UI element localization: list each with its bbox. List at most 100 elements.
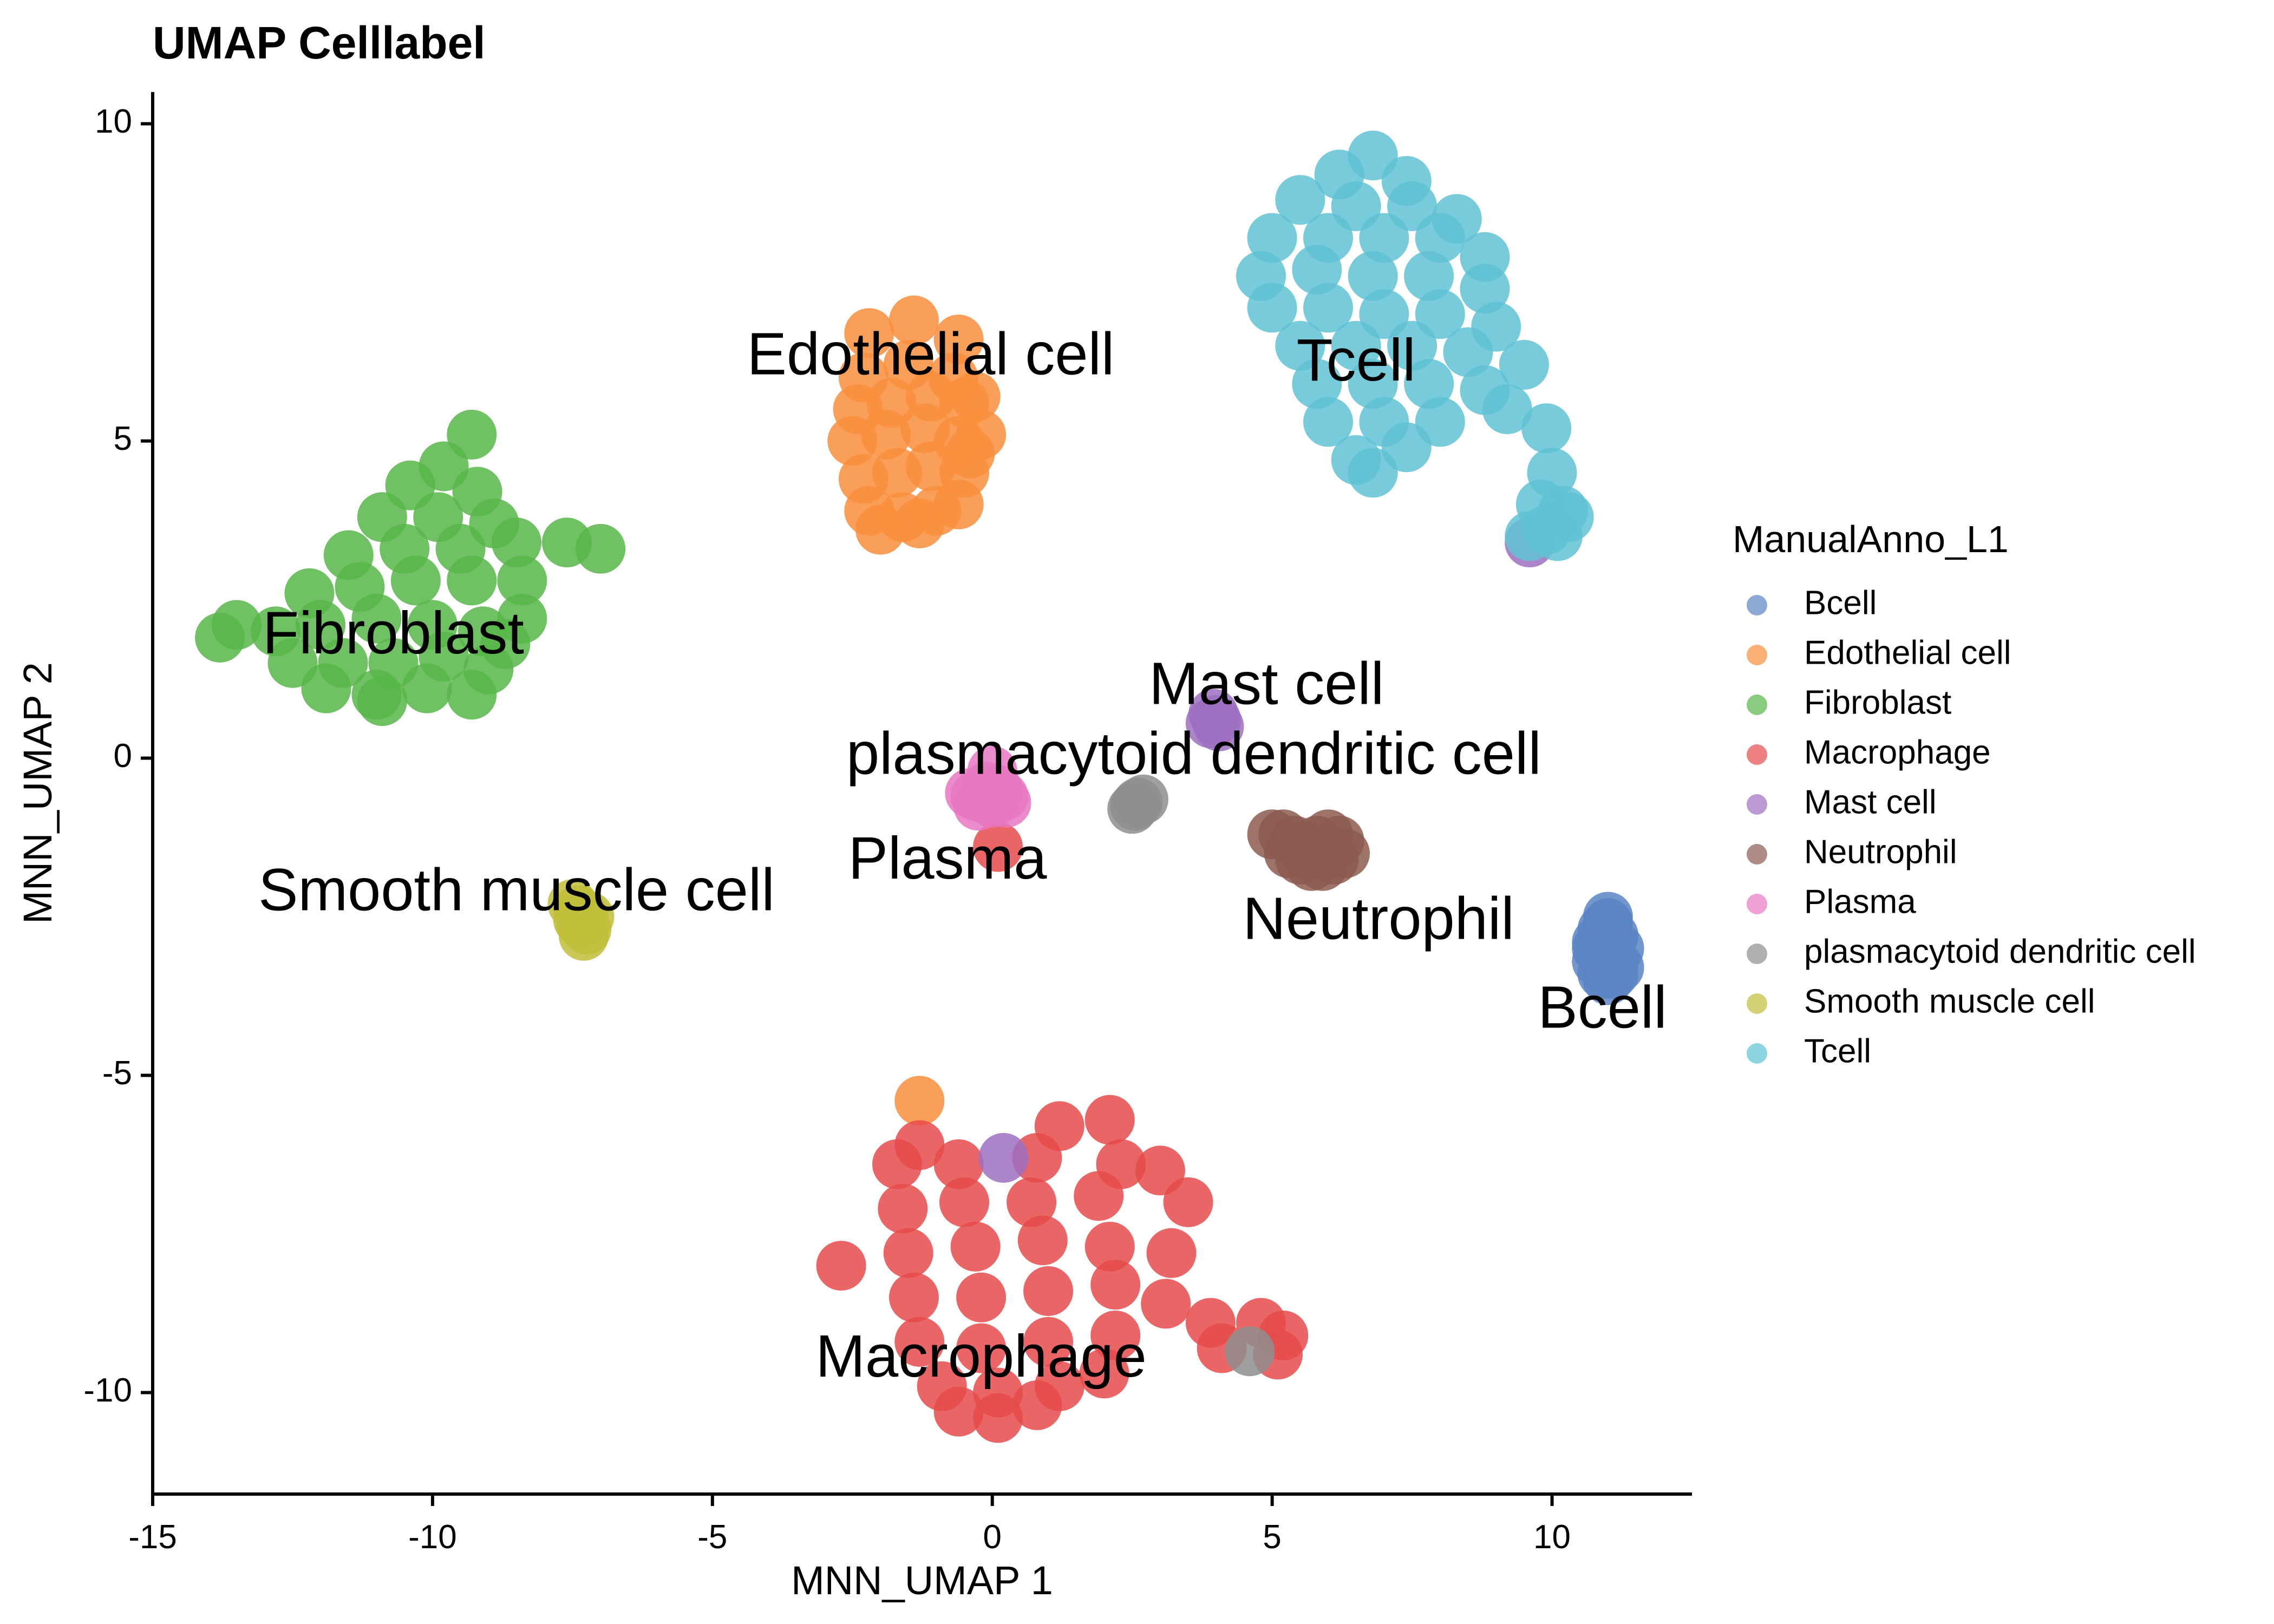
point-tcell <box>1348 251 1398 301</box>
point-macrophage <box>1084 1221 1135 1272</box>
point-fibroblast <box>492 518 541 568</box>
x-axis-title: MNN_UMAP 1 <box>791 1558 1053 1603</box>
series-fibroblast <box>195 409 626 726</box>
x-tick-label: -5 <box>697 1518 727 1556</box>
legend-label: Bcell <box>1804 584 1877 621</box>
legend-swatch <box>1747 645 1767 665</box>
point-smooth-muscle-cell <box>559 911 609 961</box>
point-macrophage <box>878 1183 928 1234</box>
point-tcell <box>1247 283 1297 333</box>
point-tcell <box>1275 175 1325 225</box>
legend-label: Macrophage <box>1804 734 1991 771</box>
point-tcell <box>1521 403 1572 454</box>
legend-swatch <box>1747 595 1767 615</box>
point-tcell <box>1415 213 1465 263</box>
legend: ManualAnno_L1 Bcell Edothelial cell Fibrob… <box>1733 518 2196 1070</box>
point-tcell <box>1499 339 1549 390</box>
point-tcell <box>1404 359 1454 409</box>
legend-swatch <box>1747 944 1767 964</box>
legend-item-plasma: Plasma <box>1747 883 1916 920</box>
point-macrophage <box>956 1272 1007 1322</box>
point-tcell <box>1387 320 1437 371</box>
point-tcell <box>1303 397 1353 447</box>
point-macrophage <box>889 1272 939 1322</box>
legend-label: plasmacytoid dendritic cell <box>1804 933 2196 970</box>
series-edothelial-cell <box>827 295 1007 1126</box>
point-macrophage <box>973 1393 1023 1443</box>
legend-swatch <box>1747 894 1767 914</box>
point-macrophage <box>894 1317 945 1367</box>
point-edothelial-cell <box>889 295 939 345</box>
point-edothelial-cell <box>933 479 984 529</box>
point-edothelial-cell <box>894 498 945 548</box>
chart-title: UMAP Celllabel <box>153 17 486 68</box>
y-tick-label: 5 <box>114 420 132 457</box>
point-macrophage <box>1074 1171 1124 1221</box>
point-mast-cell <box>978 1132 1029 1183</box>
legend-swatch <box>1747 794 1767 815</box>
point-tcell <box>1404 251 1454 301</box>
cluster-label-mast-cell: Mast cell <box>1149 651 1384 717</box>
legend-label: Fibroblast <box>1804 684 1951 721</box>
point-neutrophil <box>1280 828 1331 879</box>
legend-title: ManualAnno_L1 <box>1733 518 2009 560</box>
point-macrophage <box>894 1120 945 1170</box>
legend-swatch <box>1747 844 1767 865</box>
legend-item-macrophage: Macrophage <box>1747 734 1991 771</box>
point-macrophage <box>1017 1215 1068 1266</box>
point-macrophage <box>1146 1228 1197 1278</box>
point-macrophage <box>1090 1311 1141 1360</box>
point-macrophage <box>1012 1380 1062 1430</box>
point-tcell <box>1460 264 1510 314</box>
y-axis-ticks: -10 -5 0 5 10 <box>83 103 153 1409</box>
point-macrophage <box>1141 1279 1191 1329</box>
legend-item-tcell: Tcell <box>1747 1032 1871 1070</box>
legend-item-neutrophil: Neutrophil <box>1747 833 1957 870</box>
point-tcell <box>1482 384 1532 434</box>
series-smooth-muscle-cell <box>547 879 615 961</box>
point-macrophage <box>939 1177 989 1227</box>
plot-marks <box>195 130 1644 1443</box>
point-edothelial-cell <box>950 371 1001 422</box>
point-tcell <box>1443 327 1493 377</box>
cluster-label-plasmacytoid-dendritic-cell: plasmacytoid dendritic cell <box>846 721 1541 787</box>
legend-item-fibroblast: Fibroblast <box>1747 684 1951 721</box>
point-edothelial-cell <box>933 315 984 365</box>
point-macrophage <box>933 1386 984 1437</box>
legend-label: Mast cell <box>1804 783 1937 821</box>
series-plasma <box>945 746 1031 831</box>
legend-swatch <box>1747 993 1767 1014</box>
point-fibroblast <box>301 663 351 713</box>
x-tick-label: 0 <box>983 1518 1001 1556</box>
point-fibroblast <box>576 523 626 574</box>
point-macrophage <box>883 1228 933 1278</box>
point-fibroblast <box>497 593 547 644</box>
series-mast-cell <box>978 518 1555 1183</box>
point-macrophage <box>956 1323 1007 1373</box>
point-bcell <box>1583 898 1633 948</box>
point-plasmacytoid-dendritic-cell <box>1225 1326 1275 1377</box>
point-macrophage <box>1163 1177 1213 1227</box>
point-fibroblast <box>357 676 407 726</box>
point-tcell <box>1247 213 1297 263</box>
series-neutrophil <box>1247 809 1370 891</box>
point-tcell <box>1359 213 1409 263</box>
x-axis-ticks: -15 -10 -5 0 5 10 <box>128 1494 1571 1556</box>
point-edothelial-cell <box>844 308 894 358</box>
cluster-label-fibroblast: Fibroblast <box>263 600 524 666</box>
point-tcell <box>1348 359 1398 409</box>
legend-label: Plasma <box>1804 883 1916 920</box>
point-fibroblast <box>402 663 452 713</box>
x-tick-label: 5 <box>1263 1518 1281 1556</box>
point-fibroblast <box>447 555 497 606</box>
legend-item-bcell: Bcell <box>1747 584 1877 621</box>
point-fibroblast <box>351 593 402 644</box>
cluster-label-macrophage: Macrophage <box>815 1323 1147 1390</box>
legend-label: Neutrophil <box>1804 833 1957 870</box>
series-bcell <box>1572 892 1644 1005</box>
point-edothelial-cell <box>945 429 995 479</box>
point-plasmacytoid-dendritic-cell <box>1110 781 1160 831</box>
point-tcell <box>1292 245 1342 295</box>
point-macrophage <box>1023 1266 1074 1316</box>
